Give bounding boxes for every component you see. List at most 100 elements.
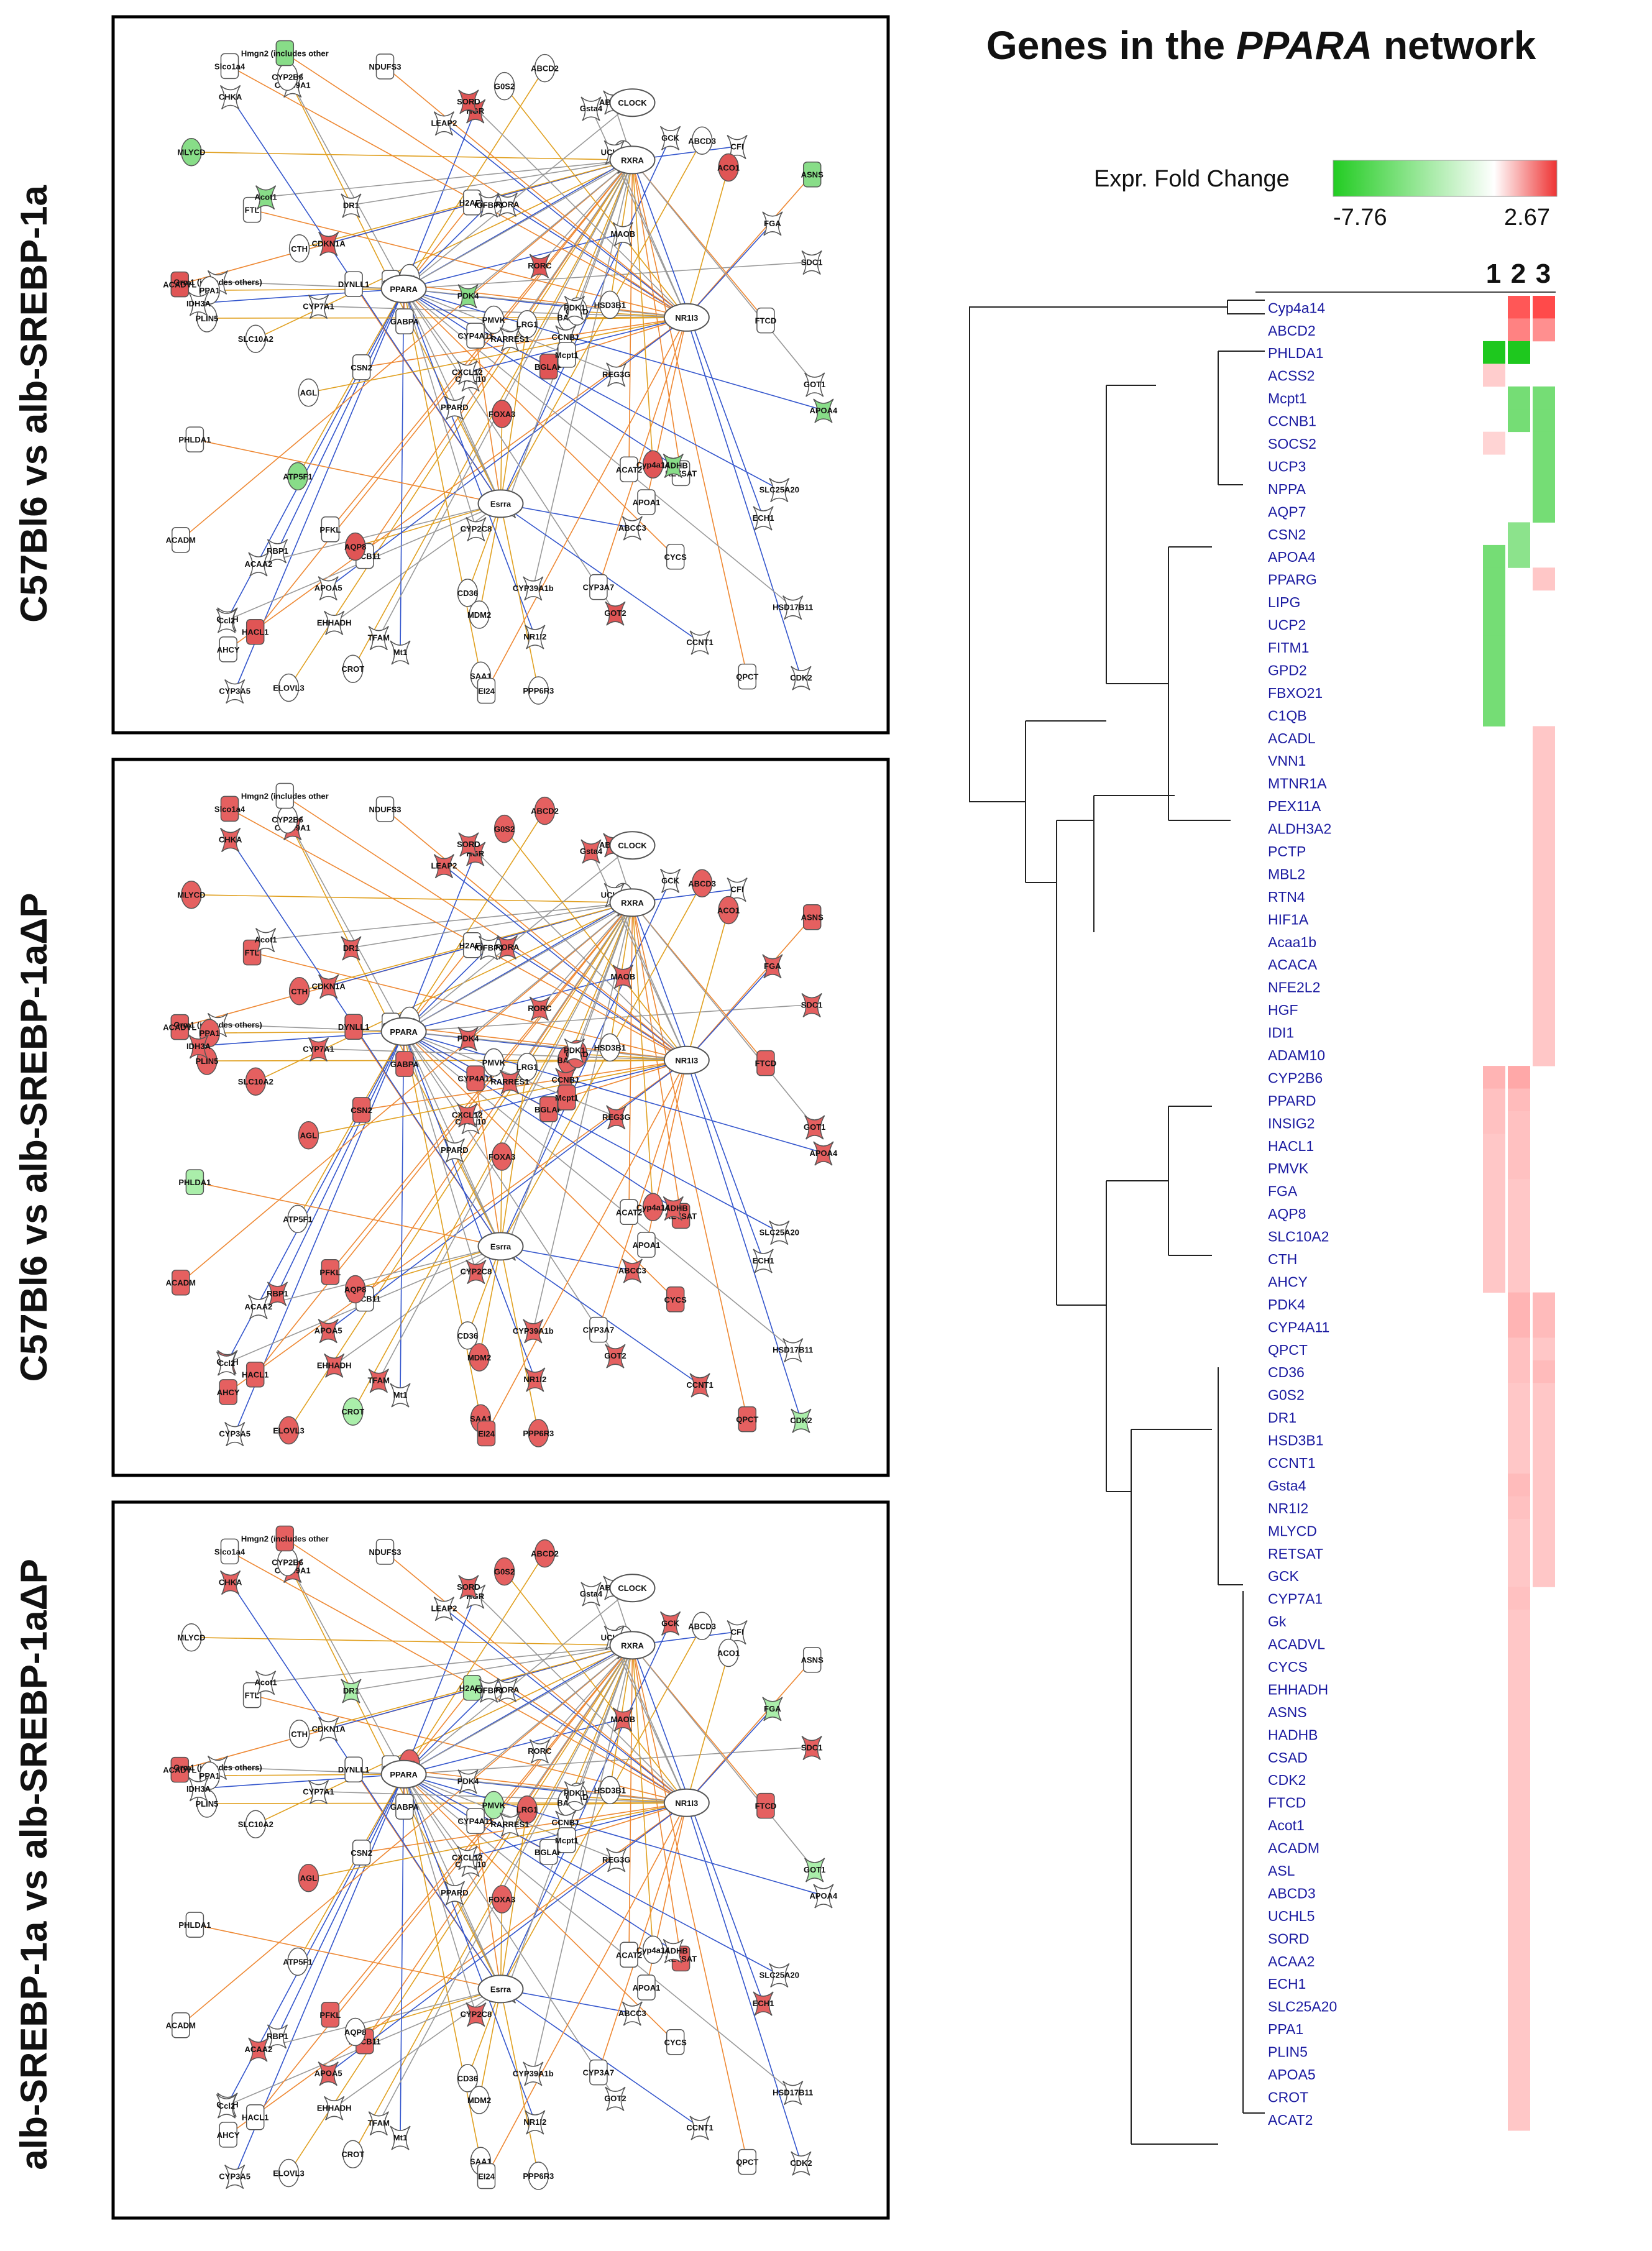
network-node-shape: [457, 1769, 479, 1794]
network-node-label: HACL1: [242, 2113, 268, 2122]
network-edge: [500, 503, 539, 691]
network-node-shape: [288, 1720, 310, 1748]
network-node-label: EI24: [478, 1429, 495, 1439]
network-node-shape: [219, 2122, 237, 2148]
network-node-label: TFAM: [368, 1376, 390, 1385]
network-edge: [308, 317, 687, 393]
network-node-shape: [539, 354, 558, 380]
gene-label: ACADM: [1268, 1840, 1319, 1856]
network-node-label: Cyp4a14: [636, 460, 670, 469]
network-node-shape: [469, 600, 490, 629]
network-node-shape: [516, 309, 538, 339]
network-node-shape: [469, 2086, 490, 2114]
network-edge: [318, 1048, 687, 1061]
network-edge: [195, 1181, 501, 1247]
network-edge: [403, 68, 546, 290]
gene-label: ACAT2: [1268, 2112, 1313, 2128]
network-hub-shape: [609, 888, 656, 917]
network-edge: [509, 1644, 633, 1825]
network-hub-label: RXRA: [621, 1641, 644, 1650]
network-node-shape: [483, 1048, 505, 1077]
network-edge: [613, 894, 687, 1061]
network-edge: [297, 288, 405, 477]
network-node-label: RORA: [495, 1685, 520, 1694]
network-node-label: REG3G: [602, 1855, 631, 1864]
network-edge: [191, 1636, 633, 1646]
network-node-shape: [181, 137, 202, 167]
network-node-shape: [718, 1638, 739, 1667]
heatmap-cell: [1533, 794, 1555, 817]
network-node-shape: [288, 977, 310, 1006]
network-node-shape: [224, 679, 246, 704]
heatmap-cell: [1508, 1767, 1530, 1791]
network-node-label: PPARD: [441, 1888, 469, 1897]
network-node-label: CFI: [731, 142, 744, 152]
network-edge: [180, 159, 633, 541]
network-edge: [503, 1571, 687, 1804]
network-node-label: Acot1: [255, 1678, 277, 1687]
network-node-shape: [390, 640, 411, 665]
network-node-shape: [216, 1351, 237, 1376]
network-node-label: GCK: [661, 876, 680, 885]
network-node-shape: [738, 1406, 757, 1433]
network-edge: [686, 222, 773, 318]
network-node-label: CTH: [291, 244, 308, 254]
column-label-2: 2: [1511, 259, 1526, 289]
network-node-label: SLC25A20: [759, 1228, 799, 1237]
network-edge: [467, 503, 502, 594]
network-node-label: ASNS: [801, 913, 824, 922]
network-edge: [403, 1031, 536, 1380]
network-edge: [503, 86, 687, 318]
network-node-label: BGLAP: [535, 1848, 563, 1857]
network-edge: [403, 1031, 824, 1153]
network-node-label: Hmgn2 (includes other: [241, 792, 329, 801]
network-node-label: FTL: [245, 1691, 260, 1700]
network-edge: [364, 159, 633, 557]
network-node-shape: [620, 456, 638, 483]
network-node-shape: [622, 2001, 643, 2026]
network-node-label: ELOVL3: [273, 2169, 305, 2178]
network-node-label: FTL: [245, 206, 260, 215]
network-node-shape: [753, 1249, 774, 1273]
network-node-shape: [691, 126, 713, 155]
network-edge: [686, 1659, 813, 1804]
network-node-label: CXCL12: [452, 1853, 483, 1863]
heatmap-cell: [1508, 1405, 1530, 1429]
network-edge: [297, 1774, 405, 1962]
network-node-label: ABCD3: [688, 136, 716, 145]
network-hub-label: CLOCK: [618, 98, 647, 108]
network-edge: [468, 101, 687, 318]
network-node-label: CTH: [291, 987, 308, 996]
network-node-shape: [318, 974, 339, 999]
network-edge: [277, 1031, 405, 1294]
heatmap-cell: [1533, 862, 1555, 885]
heatmap-cell: [1508, 1654, 1530, 1678]
network-node-shape: [801, 1735, 822, 1761]
network-node-shape: [580, 96, 602, 121]
heatmap-cell: [1533, 409, 1555, 433]
heatmap-cell: [1508, 1383, 1530, 1406]
network-node-label: HSD17B11: [773, 2088, 813, 2097]
network-node-shape: [622, 1258, 643, 1283]
network-node-label: ACAA2: [245, 2045, 273, 2054]
network-edge: [500, 137, 671, 504]
gene-label: ACSS2: [1268, 368, 1315, 384]
network-edge: [686, 910, 729, 1061]
network-edge: [403, 1031, 482, 1419]
network-node-shape: [324, 610, 345, 635]
heatmap-cell: [1483, 1156, 1505, 1180]
network-node-label: ACO1: [717, 1649, 740, 1658]
network-node-shape: [663, 453, 684, 479]
network-hub-label: Esrra: [490, 1242, 512, 1251]
gene-label: HSD3B1: [1268, 1433, 1323, 1449]
network-node-shape: [216, 608, 237, 633]
network-edge: [355, 1988, 501, 2033]
network-node-shape: [188, 291, 209, 316]
network-node-shape: [529, 996, 551, 1021]
network-node-label: RORA: [495, 199, 520, 209]
network-node-label: APOA5: [314, 1326, 342, 1336]
network-node-shape: [219, 636, 237, 662]
network-node-shape: [255, 1671, 277, 1695]
network-node-label: FGA: [764, 961, 781, 971]
network-node-shape: [185, 426, 204, 452]
